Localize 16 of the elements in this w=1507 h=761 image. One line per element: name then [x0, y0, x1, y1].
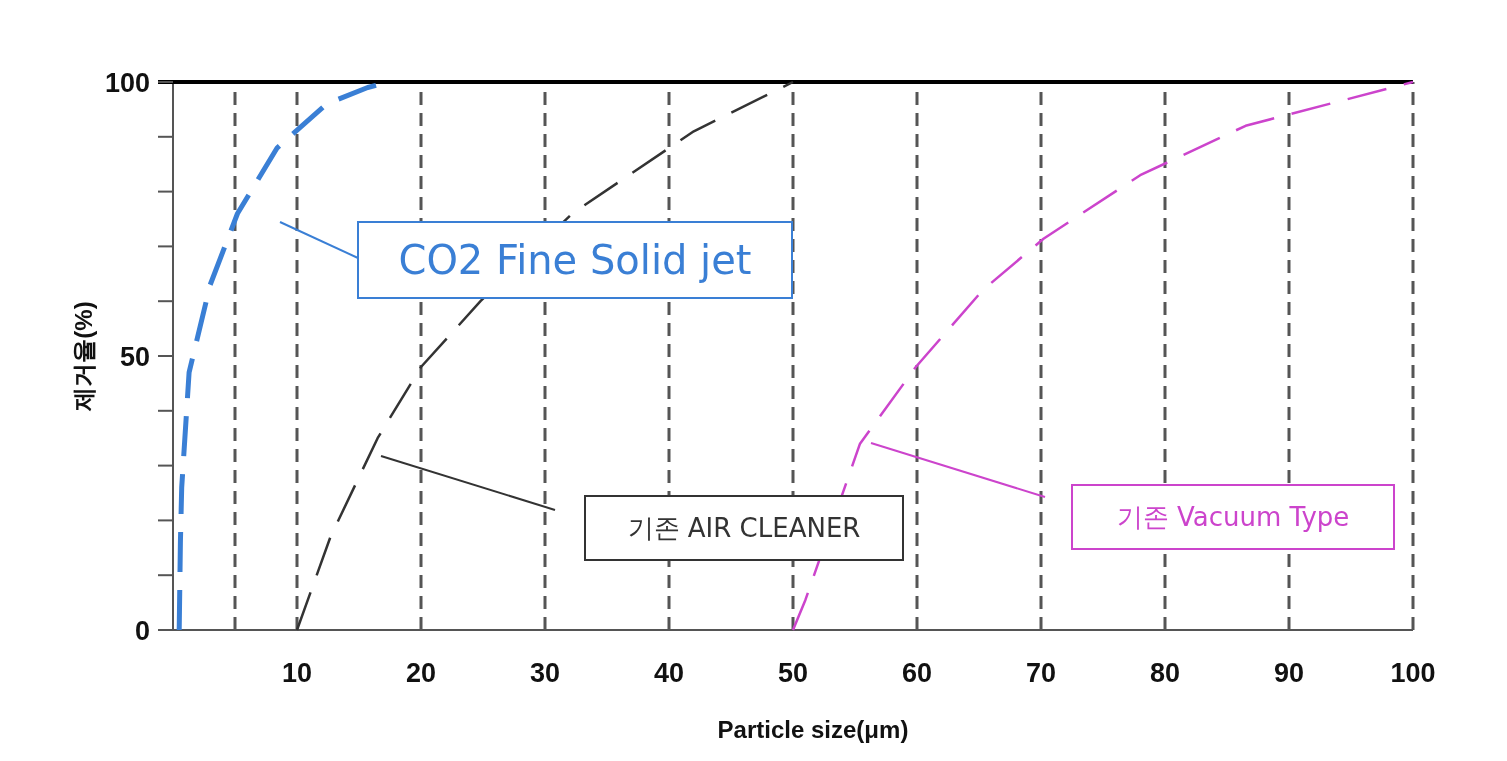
x-tick-label: 10 [281, 658, 313, 688]
y-tick-label: 0 [134, 616, 150, 646]
x-tick-label: 60 [901, 658, 933, 688]
x-tick-label: 30 [529, 658, 561, 688]
y-axis-title: 제거율(%) [70, 301, 97, 412]
x-tick-label: 40 [653, 658, 685, 688]
x-tick-label: 90 [1273, 658, 1305, 688]
x-tick-label: 100 [1390, 658, 1436, 688]
y-tick-label: 100 [104, 68, 150, 98]
x-tick-label: 70 [1025, 658, 1057, 688]
x-tick-label: 80 [1149, 658, 1181, 688]
x-axis-title: Particle size(μm) [717, 716, 909, 743]
x-tick-label: 20 [405, 658, 437, 688]
y-tick-label: 50 [119, 342, 150, 372]
legend-label: CO2 Fine Solid jet [398, 237, 752, 284]
x-tick-label: 50 [777, 658, 809, 688]
